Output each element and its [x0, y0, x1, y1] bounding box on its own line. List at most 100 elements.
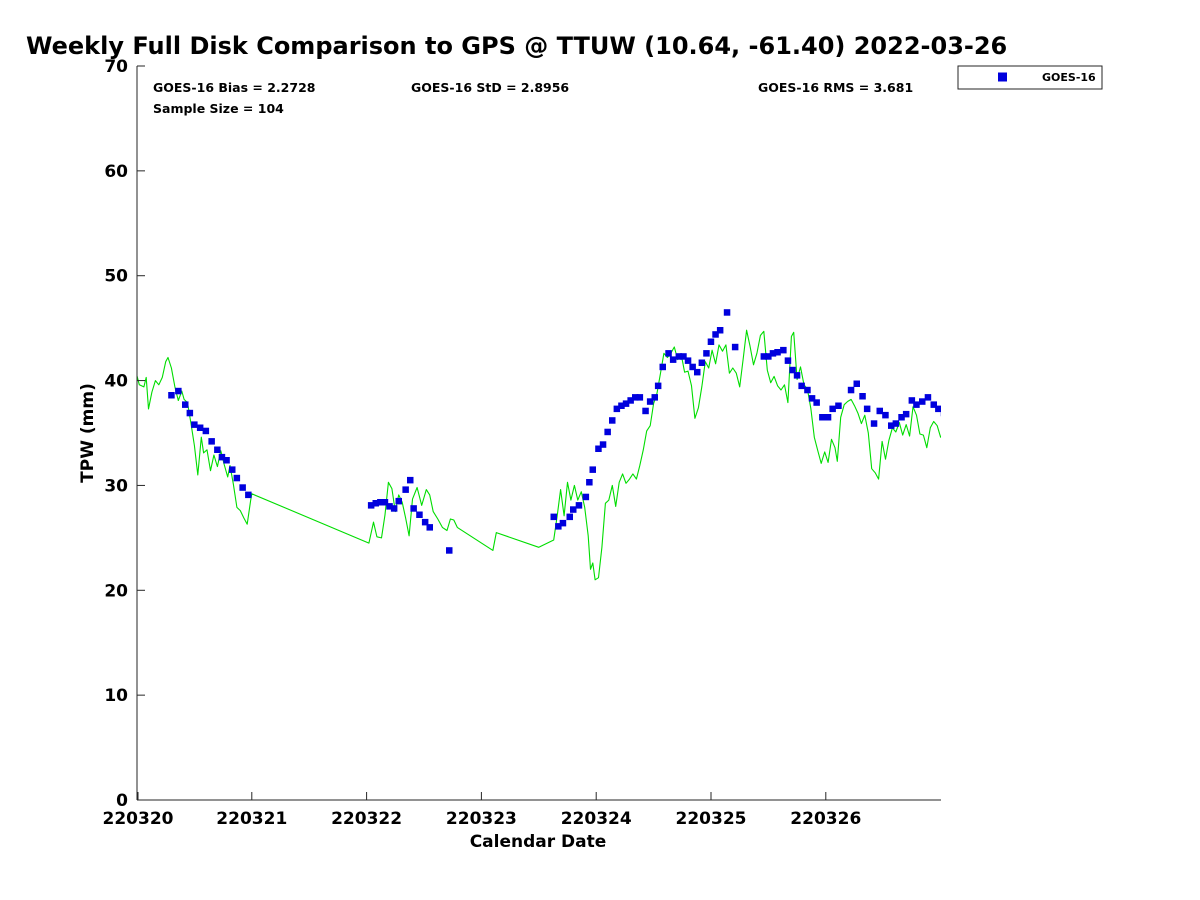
goes-data-point [214, 446, 221, 453]
legend-box [957, 65, 1103, 90]
goes-data-point [559, 519, 567, 527]
goes-data-point [182, 401, 189, 408]
x-tick-label: 220326 [790, 809, 861, 829]
goes-data-point [613, 405, 621, 413]
goes-data-point [372, 500, 379, 507]
goes-data-point [723, 309, 731, 316]
goes-data-point [908, 397, 916, 404]
goes-data-point [859, 393, 866, 400]
goes-data-point [632, 394, 639, 401]
goes-data-point [416, 511, 423, 518]
goes-data-point [698, 359, 706, 366]
goes-data-point [870, 420, 878, 427]
goes-data-point [930, 401, 937, 408]
goes-data-point [835, 402, 842, 409]
goes-data-point [410, 505, 417, 512]
gps-series-layer [137, 329, 941, 581]
goes-data-point [381, 499, 389, 506]
goes-data-point [599, 441, 607, 448]
goes-data-point [642, 407, 649, 415]
goes-data-point [919, 398, 926, 405]
std-stat: GOES-16 StD = 2.8956 [411, 80, 569, 95]
x-axis-label: Calendar Date [470, 832, 607, 852]
goes-data-point [575, 502, 583, 509]
goes-data-point [426, 524, 433, 531]
goes-data-point [712, 331, 719, 338]
goes-data-point [636, 394, 644, 401]
goes-data-point [229, 466, 236, 473]
goes-data-point [175, 387, 182, 395]
goes-data-point [421, 518, 429, 526]
gps-series-line [137, 329, 941, 581]
plot-frame [137, 66, 941, 800]
y-axis-ticks: 0 10 20 30 40 50 60 70 [104, 57, 145, 811]
goes-data-point [769, 350, 777, 357]
y-tick-label: 20 [104, 581, 128, 601]
goes-data-point [245, 491, 252, 499]
x-tick-label: 220324 [561, 809, 632, 829]
goes-data-point [804, 386, 811, 394]
goes-data-point [223, 457, 230, 464]
y-tick-label: 30 [104, 476, 128, 496]
goes-data-point [622, 400, 630, 407]
goes-data-point [582, 493, 590, 501]
goes-data-point [716, 327, 724, 334]
x-tick-label: 220323 [446, 809, 517, 829]
goes-data-point [694, 368, 701, 376]
sample-size-stat: Sample Size = 104 [153, 101, 284, 116]
goes-data-point [196, 424, 204, 431]
goes-data-point [377, 499, 384, 506]
goes-data-point [665, 350, 672, 357]
goes-data-point [233, 474, 241, 482]
x-axis-ticks: 220320 220321 220322 220323 220324 220325 2203… [103, 792, 861, 829]
x-tick-label: 220320 [103, 809, 174, 829]
y-tick-label: 10 [104, 686, 128, 706]
goes-data-point [168, 392, 175, 399]
rms-stat: GOES-16 RMS = 3.681 [758, 80, 913, 95]
goes-data-point [627, 397, 634, 404]
goes-data-point [589, 466, 596, 473]
goes-data-point [703, 350, 710, 357]
legend: GOES-16 [957, 65, 1103, 90]
goes-data-point [390, 505, 398, 512]
goes-data-point [853, 380, 860, 387]
goes-data-point [940, 409, 941, 417]
goes-data-point [902, 410, 910, 418]
goes-data-point [780, 346, 787, 354]
goes-data-point [566, 513, 573, 521]
legend-label: GOES-16 [1042, 71, 1096, 84]
goes-data-point [402, 486, 409, 493]
goes-data-point [789, 366, 796, 374]
goes-data-point [239, 484, 246, 491]
y-tick-label: 60 [104, 162, 128, 182]
x-tick-label: 220322 [331, 809, 402, 829]
goes-data-point [654, 382, 662, 390]
goes-data-point [935, 405, 941, 413]
chart-title: Weekly Full Disk Comparison to GPS @ TTU… [26, 32, 1007, 60]
y-tick-label: 50 [104, 267, 128, 287]
goes-data-point [808, 395, 816, 402]
y-tick-label: 70 [104, 57, 128, 77]
goes-data-point [774, 349, 781, 356]
goes-data-point [604, 428, 611, 436]
goes-data-point [898, 414, 905, 421]
bias-stat: GOES-16 Bias = 2.2728 [153, 80, 315, 95]
goes-data-point [386, 503, 393, 510]
goes-data-point [407, 476, 414, 484]
y-axis-label: TPW (mm) [78, 383, 98, 483]
goes-data-point [651, 394, 658, 401]
goes-data-point [202, 427, 210, 435]
goes-data-point [659, 363, 666, 371]
goes-data-point [882, 411, 889, 419]
y-tick-label: 40 [104, 372, 128, 392]
goes-data-point [218, 453, 226, 461]
goes-data-point [829, 405, 836, 413]
goes-data-point [689, 363, 696, 371]
legend-marker [998, 72, 1007, 82]
goes-data-point [765, 353, 772, 360]
goes-data-point [813, 399, 820, 406]
x-tick-label: 220321 [216, 809, 287, 829]
goes-data-point [819, 414, 826, 421]
goes-data-point [892, 420, 900, 427]
goes-data-point [680, 353, 687, 360]
